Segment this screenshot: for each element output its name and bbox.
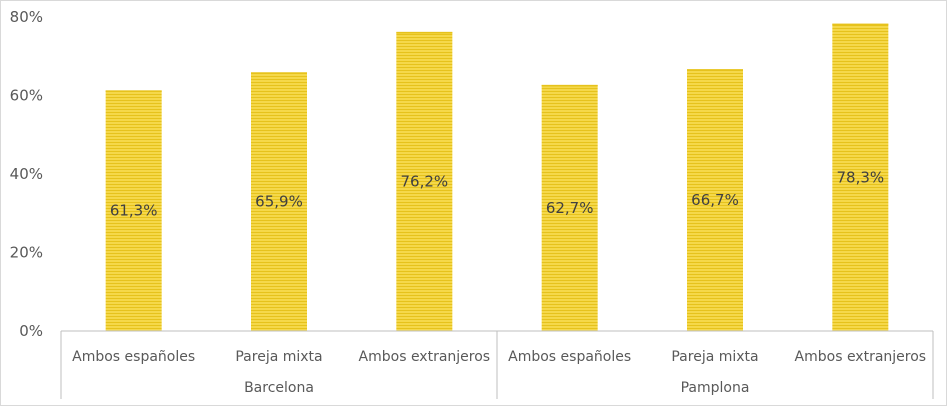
category-label: Ambos españoles [72,349,195,365]
bar-top-edge [396,31,453,34]
bar-top-edge [105,90,162,92]
bars: 61,3% 65,9% 76,2% 62,7% 66,7% 78,3% [105,23,889,332]
category-label: Ambos extranjeros [359,349,491,365]
category-label: Pareja mixta [671,349,758,365]
y-tick-label: 40% [10,165,43,183]
y-tick-label: 0% [19,322,43,340]
category-label: Pareja mixta [235,349,322,365]
y-tick-label: 80% [10,8,43,26]
data-label: 66,7% [691,191,739,209]
group-label: Pamplona [681,380,750,396]
axes [60,330,934,399]
y-tick-label: 20% [10,244,43,262]
bar [687,69,743,331]
category-label: Ambos españoles [508,349,631,365]
data-label: 65,9% [255,193,303,211]
bar [832,23,889,332]
bar [396,31,453,331]
bar-top-edge [251,72,307,74]
group-label: Barcelona [244,380,314,396]
y-axis: 0% 20% 40% 60% 80% [10,8,43,340]
category-label: Ambos extranjeros [795,349,927,365]
bar [251,72,307,331]
data-label: 78,3% [837,168,885,186]
bar-top-edge [687,69,743,71]
bar [541,84,598,331]
data-label: 62,7% [546,199,594,217]
bar-top-edge [541,84,598,87]
data-label: 76,2% [401,172,449,190]
data-label: 61,3% [110,202,158,220]
bar [105,90,162,332]
bar-top-edge [832,23,889,26]
y-tick-label: 60% [10,87,43,105]
x-axis: Ambos españoles Pareja mixta Ambos extranj… [72,349,926,396]
